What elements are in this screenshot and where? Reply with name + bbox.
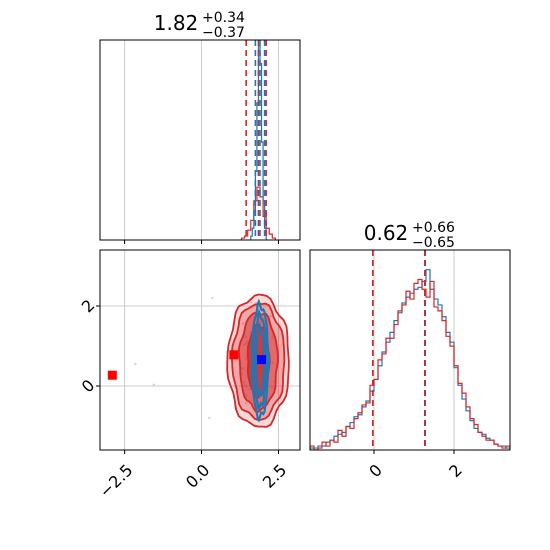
contour-line-blue <box>250 298 271 423</box>
scatter-point <box>271 336 274 339</box>
scatter-point <box>245 340 249 343</box>
title-param1: 1.82 +0.34 −0.37 <box>154 10 245 41</box>
contour-line-blue <box>252 308 268 412</box>
title-param2: 0.62 +0.66 −0.65 <box>364 220 455 251</box>
scatter-point <box>243 343 246 346</box>
scatter-point <box>260 320 263 323</box>
x-tick-label-param1: −2.5 <box>96 460 137 501</box>
truth-marker-truth_red <box>229 350 239 360</box>
hist-panel-param1 <box>99 39 301 244</box>
scatter-point <box>245 385 248 388</box>
scatter-point <box>244 394 248 397</box>
scatter-point <box>244 402 248 405</box>
scatter-point <box>249 331 252 334</box>
contour-line-red <box>226 293 290 428</box>
y-tick-label-param2: 2 <box>78 296 99 317</box>
scatter-2d-frame <box>99 249 301 451</box>
title-param2-median: 0.62 <box>364 221 409 245</box>
y-tick-label-param2: 0 <box>78 376 99 397</box>
scatter-point-outlier <box>134 362 137 366</box>
scatter-point <box>244 358 248 361</box>
scatter-point <box>241 367 244 370</box>
truth-marker-truth_blue <box>257 355 267 365</box>
scatter-point <box>241 322 245 325</box>
hist-param1-content <box>240 40 276 240</box>
x-tick-label-param2: 0 <box>365 460 386 481</box>
truth-marker-truth_red <box>107 370 117 380</box>
scatter-point <box>244 383 247 386</box>
contour-line-blue <box>255 321 266 398</box>
title-param1-plus: +0.34 <box>202 10 245 26</box>
contour-line-red <box>238 311 279 413</box>
scatter-point <box>243 380 246 384</box>
scatter-panel-2d: −2.5 0.0 2.5 0 2 <box>78 249 301 501</box>
x-tick-label-param1: 0.0 <box>182 460 213 491</box>
scatter-point <box>249 301 253 304</box>
scatter-point <box>271 386 274 389</box>
scatter-point <box>269 314 272 318</box>
scatter-point-outlier <box>211 296 214 300</box>
hist-param2-red <box>310 278 510 450</box>
scatter-point-outlier <box>152 383 156 386</box>
title-param1-median: 1.82 <box>154 11 199 35</box>
hist-param1-red <box>240 186 276 240</box>
title-param2-plus: +0.66 <box>412 220 455 236</box>
hist-param2-frame <box>309 249 511 451</box>
scatter-point <box>248 388 252 391</box>
scatter-point <box>272 361 275 364</box>
scatter-point <box>240 372 244 376</box>
x-tick-label-param2: 2 <box>445 460 466 481</box>
x-tick-label-param1: 2.5 <box>259 460 290 491</box>
title-param2-minus: −0.65 <box>412 235 455 251</box>
title-param1-minus: −0.37 <box>202 25 245 41</box>
hist-param1-frame <box>99 39 301 241</box>
scatter-point-outlier <box>208 416 211 420</box>
scatter-point <box>244 336 248 339</box>
contour-line-red <box>230 302 286 422</box>
hist-param2-content <box>310 250 510 450</box>
